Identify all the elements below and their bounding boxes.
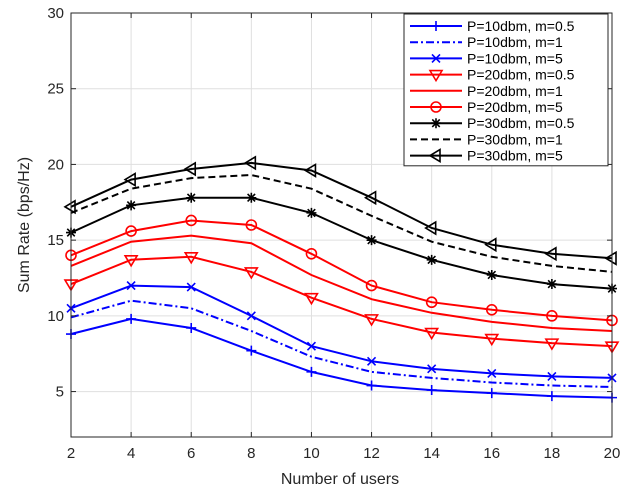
- series-line-2: [70, 299, 613, 388]
- legend-label-7: P=30dbm, m=0.5: [467, 115, 575, 131]
- x-tick-label: 14: [423, 445, 440, 462]
- series-lines: [70, 161, 613, 399]
- axes: [70, 12, 613, 438]
- series-line-8: [70, 173, 613, 273]
- legend-marker-9: [428, 148, 441, 164]
- series-4-point: [123, 255, 139, 268]
- x-axis-label: Number of users: [281, 471, 399, 488]
- x-tick-label: 16: [483, 445, 500, 462]
- series-line-1: [70, 317, 613, 399]
- series-1-point: [366, 380, 377, 391]
- series-4-point: [304, 292, 319, 306]
- series-1-point: [186, 322, 197, 333]
- series-9-point: [364, 190, 377, 206]
- x-tick-label: 8: [247, 445, 255, 462]
- series-6-point: [365, 279, 378, 292]
- x-tick-label: 20: [604, 445, 621, 462]
- series-3-point: [487, 368, 497, 378]
- series-7-point: [306, 207, 317, 218]
- x-tick-label: 12: [363, 445, 380, 462]
- series-line-9: [70, 161, 613, 260]
- series-4-point: [544, 338, 560, 351]
- series-1-point: [486, 388, 497, 399]
- series-line-5: [70, 234, 613, 332]
- series-1-point: [546, 391, 557, 402]
- series-3-point: [427, 364, 437, 374]
- series-7-point: [426, 254, 437, 265]
- y-tick-label: 15: [47, 232, 64, 249]
- legend-marker-7: [431, 118, 441, 129]
- axes-box: [70, 12, 613, 438]
- series-3-point: [186, 282, 196, 292]
- legend-label-4: P=20dbm, m=0.5: [467, 67, 575, 83]
- series-6-point: [425, 296, 438, 309]
- series-4-point: [243, 267, 259, 280]
- series-line-6: [70, 219, 613, 322]
- legend-label-6: P=20dbm, m=5: [467, 99, 563, 115]
- series-9-point: [544, 246, 557, 262]
- series-3-point: [366, 356, 377, 366]
- x-tick-labels: 2 4 6 8 10 12 14 16 18 20: [67, 445, 621, 462]
- legend-marker-6: [430, 101, 442, 113]
- x-tick-label: 6: [187, 445, 195, 462]
- series-1-point: [126, 313, 137, 324]
- legend-label-5: P=20dbm, m=1: [467, 83, 563, 99]
- series-6-point: [125, 225, 137, 237]
- series-6-point: [305, 247, 318, 260]
- series-9-point: [183, 161, 197, 177]
- series-9-point: [484, 237, 497, 253]
- series-7-point: [546, 279, 557, 290]
- y-tick-label: 30: [47, 5, 64, 22]
- y-tick-label: 20: [47, 156, 64, 173]
- series-3-point: [306, 341, 317, 351]
- legend-label-1: P=10dbm, m=0.5: [467, 18, 575, 34]
- series-4-point: [364, 314, 379, 327]
- series-6-point: [485, 303, 498, 316]
- series-3-point: [246, 311, 256, 321]
- series-4-point: [183, 252, 199, 265]
- series-9-point: [243, 155, 257, 171]
- legend-label-3: P=10dbm, m=5: [467, 50, 563, 66]
- series-line-4: [70, 255, 613, 348]
- series-7-point: [126, 200, 137, 211]
- series-9-point: [303, 163, 317, 178]
- legend-marker-3: [431, 53, 441, 63]
- x-tick-label: 4: [127, 445, 135, 462]
- series-9-point: [604, 250, 617, 266]
- y-tick-label: 10: [47, 308, 64, 325]
- legend-marker-4: [428, 69, 444, 83]
- legend-label-8: P=30dbm, m=1: [467, 131, 563, 147]
- series-4-point: [424, 327, 440, 341]
- series-4-point: [484, 333, 500, 347]
- series-7-point: [486, 269, 497, 280]
- series-1-point: [306, 366, 317, 377]
- series-7-point: [366, 235, 377, 246]
- legend-marker-1: [431, 21, 441, 31]
- series-7-point: [186, 192, 197, 203]
- y-tick-label: 25: [47, 81, 64, 98]
- y-axis-label: Sum Rate (bps/Hz): [16, 157, 33, 293]
- series-6-point: [245, 219, 258, 231]
- series-6-point: [546, 310, 558, 322]
- series-7-point: [246, 192, 257, 203]
- x-tick-label: 2: [67, 445, 75, 462]
- series-1-point: [426, 385, 437, 396]
- x-tick-label: 18: [544, 445, 561, 462]
- series-6-point: [185, 214, 198, 227]
- x-tick-label: 10: [303, 445, 320, 462]
- legend-label-2: P=10dbm, m=1: [467, 34, 563, 50]
- series-1-point: [246, 345, 257, 356]
- y-tick-labels: 5 10 15 20 25 30: [47, 5, 64, 401]
- legend: P=10dbm, m=0.5P=10dbm, m=1P=10dbm, m=5P=…: [403, 13, 609, 167]
- series-9-point: [424, 220, 437, 236]
- series-9-point: [63, 199, 76, 215]
- series-3-point: [547, 371, 557, 381]
- series-9-point: [123, 172, 136, 187]
- series-line-7: [70, 196, 613, 290]
- y-tick-label: 5: [56, 384, 64, 401]
- series-line-3: [70, 284, 613, 379]
- legend-label-9: P=30dbm, m=5: [467, 148, 563, 164]
- series-3-point: [126, 281, 136, 291]
